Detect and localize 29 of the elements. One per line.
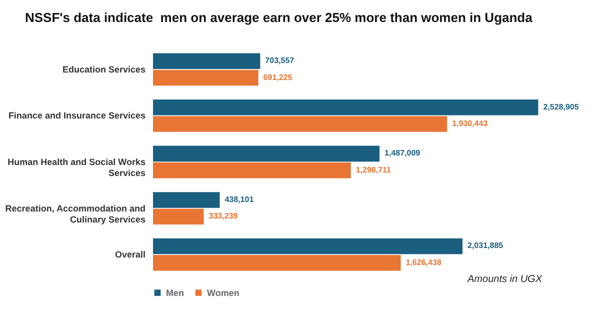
y-tick-label: Human Health and Social Works Services bbox=[8, 157, 146, 178]
bar bbox=[153, 100, 538, 116]
annotation: Amounts in UGX bbox=[468, 274, 542, 285]
legend-label: Women bbox=[207, 288, 240, 298]
data-label: 691,225 bbox=[263, 72, 293, 82]
data-label: 438,101 bbox=[224, 194, 254, 204]
chart-title: NSSF's data indicate men on average earn over 25% more than women in Uganda bbox=[25, 10, 532, 25]
y-tick-label: Finance and Insurance Services bbox=[8, 110, 146, 121]
bar bbox=[153, 238, 463, 254]
bar bbox=[153, 116, 448, 132]
data-label: 1,298,711 bbox=[356, 165, 392, 174]
bar bbox=[153, 53, 260, 70]
bar bbox=[153, 254, 401, 271]
bar bbox=[153, 146, 380, 162]
data-label: 2,031,885 bbox=[468, 241, 504, 250]
bar bbox=[153, 208, 204, 224]
bar bbox=[153, 192, 220, 208]
data-label: 2,528,905 bbox=[543, 102, 580, 112]
data-label: 333,239 bbox=[208, 212, 238, 221]
bar bbox=[153, 70, 258, 86]
legend-label: Men bbox=[166, 288, 184, 298]
y-tick-label: Recreation, Accommodation and Culinary Services bbox=[5, 203, 146, 224]
bar bbox=[153, 162, 351, 178]
y-tick-label: Education Services bbox=[62, 64, 146, 74]
data-label: 1,487,009 bbox=[384, 148, 421, 158]
data-label: 1,626,438 bbox=[406, 258, 442, 267]
data-label: 1,930,443 bbox=[452, 119, 488, 128]
data-label: 703,557 bbox=[265, 56, 295, 66]
y-tick-label: Overall bbox=[114, 250, 146, 260]
